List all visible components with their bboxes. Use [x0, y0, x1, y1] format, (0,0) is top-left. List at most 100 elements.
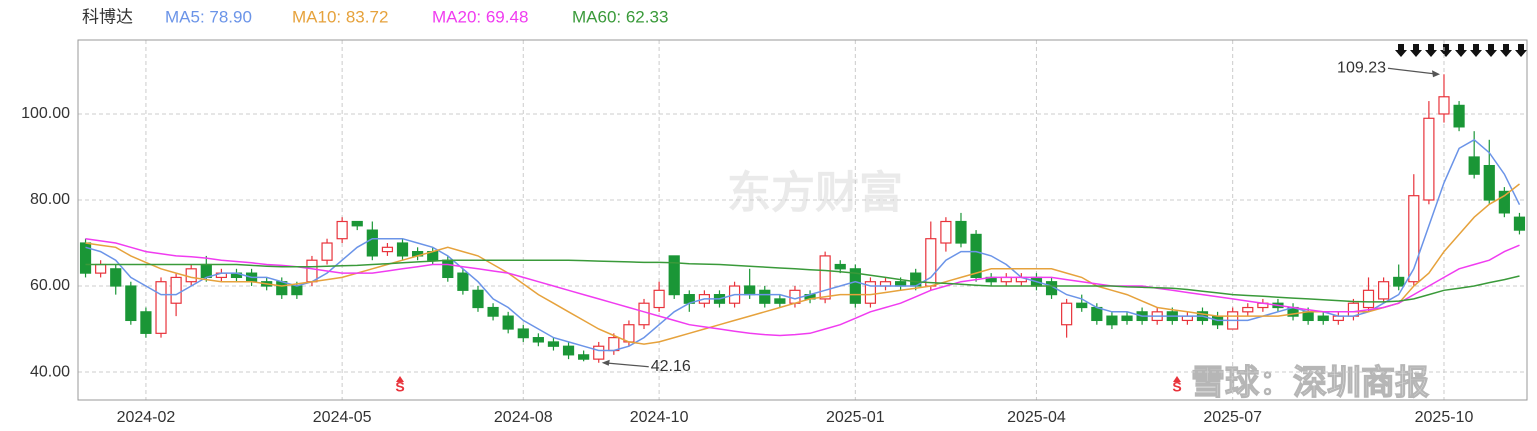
high-annotation: 109.23 [1337, 59, 1386, 76]
candle-body [125, 285, 137, 322]
legend-label: MA5: 78.90 [165, 7, 252, 26]
y-tick-label: 100.00 [21, 105, 70, 122]
annotation-arrow [1387, 67, 1439, 75]
candle-body [472, 289, 484, 309]
candle-body [155, 281, 167, 334]
candle-body [532, 337, 544, 343]
signal-arrow [396, 376, 404, 382]
candle-body [562, 345, 575, 356]
legend-label: MA60: 62.33 [572, 7, 668, 26]
candle-body [1483, 164, 1495, 201]
candle-body [487, 306, 499, 317]
candle-body [442, 259, 454, 279]
candle-body [457, 272, 469, 291]
candle-body [95, 263, 107, 274]
candle-body [774, 298, 786, 304]
plot-frame [77, 39, 1528, 401]
candle-body [1408, 195, 1420, 283]
candle-body [1121, 315, 1133, 322]
candle-body [955, 220, 967, 244]
candle-body [396, 242, 409, 257]
candle-body [200, 263, 212, 279]
candle-body [940, 220, 952, 244]
candle-body [623, 324, 635, 343]
candle-body [1302, 311, 1314, 322]
x-tick-label: 2024-08 [494, 409, 553, 426]
candle-body [578, 354, 590, 360]
x-tick-label: 2025-01 [826, 409, 885, 426]
y-tick-label: 60.00 [30, 277, 70, 294]
candle-body [1106, 315, 1118, 326]
candle-body [1242, 306, 1254, 313]
candle-body [1061, 302, 1073, 326]
event-arrows [1395, 44, 1527, 57]
candle-body [1347, 302, 1360, 317]
candle-body [321, 242, 333, 261]
candle-body [668, 255, 680, 296]
candle-body [819, 255, 831, 300]
candle-body [185, 268, 197, 283]
event-arrow [1395, 44, 1527, 57]
low-annotation: 42.16 [651, 358, 691, 375]
x-tick-label: 2025-07 [1203, 409, 1262, 426]
candle-body [1438, 96, 1450, 115]
watermark: 雪球：深圳商报 [1191, 364, 1429, 402]
candle-body [351, 220, 363, 227]
candle-body [638, 302, 650, 326]
x-tick-label: 2024-10 [630, 409, 689, 426]
candle-body [864, 281, 877, 304]
y-tick-label: 80.00 [30, 191, 70, 208]
ma-line [85, 138, 1521, 352]
candle-body [744, 285, 756, 296]
candle-body [502, 315, 514, 330]
candle-body [110, 268, 122, 287]
candle-body [593, 345, 605, 360]
candle-body [1076, 302, 1088, 309]
signal-arrow [1173, 376, 1181, 382]
candle-body [381, 246, 394, 253]
candle-body [849, 268, 861, 304]
candle-body [1317, 315, 1329, 322]
candle-body [306, 259, 318, 283]
x-tick-label: 2024-05 [313, 409, 372, 426]
candle-body [547, 341, 560, 347]
ma-line [85, 183, 1520, 345]
signal-marks: S S [395, 376, 1182, 395]
candle-body [789, 289, 801, 304]
candle-body [517, 328, 529, 339]
signal-label: S [1172, 379, 1181, 395]
candle-body [1468, 156, 1480, 175]
candle-body [1378, 281, 1390, 300]
ma-line [85, 237, 1520, 337]
y-tick-label: 40.00 [30, 363, 70, 380]
candle-body [834, 263, 846, 270]
candle-body [276, 281, 288, 296]
candle-body [1393, 276, 1405, 287]
annotation-arrowhead [1431, 70, 1440, 78]
candle-body [1453, 104, 1465, 128]
candle-body [608, 337, 620, 352]
candle-body [1091, 306, 1103, 322]
candle-body [1423, 117, 1435, 201]
x-tick-label: 2025-10 [1415, 409, 1474, 426]
candle-body [291, 285, 303, 296]
chart-title: 科博达 [82, 7, 133, 26]
candle-body [1498, 190, 1510, 214]
x-tick-label: 2025-04 [1007, 409, 1066, 426]
annotation-arrowhead [601, 359, 610, 366]
candle-body [366, 229, 378, 257]
candle-body [653, 289, 665, 309]
candle-body [759, 289, 771, 304]
candle-body [170, 276, 182, 304]
signal-label: S [395, 379, 404, 395]
ma-line [85, 259, 1520, 303]
candle-body [1362, 289, 1375, 309]
legend-label: MA20: 69.48 [432, 7, 528, 26]
legend: 科博达 MA5: 78.90 MA10: 83.72 MA20: 69.48 MA60… [82, 7, 668, 26]
candle-body [970, 233, 982, 279]
x-tick-label: 2024-02 [117, 409, 176, 426]
candle-body [140, 311, 152, 334]
legend-label: MA10: 83.72 [292, 7, 388, 26]
annotation-arrow [603, 362, 649, 368]
